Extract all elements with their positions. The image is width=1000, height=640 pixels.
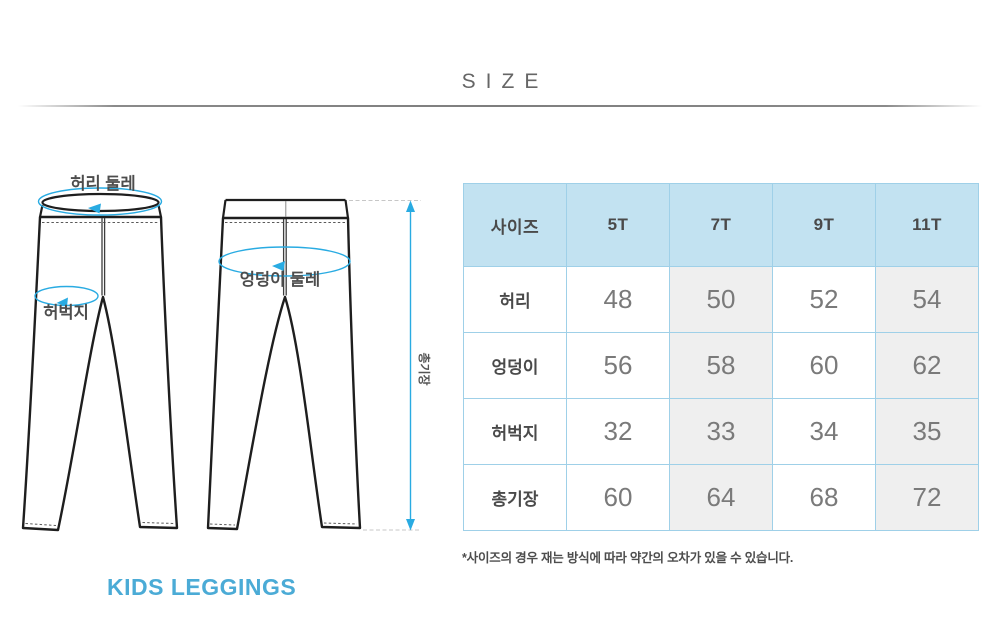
cell-value: 48 [566,266,670,333]
cell-value: 58 [669,332,773,399]
waist-label: 허리 둘레 [70,174,135,193]
cell-value: 62 [875,332,979,399]
cell-value: 33 [669,398,773,465]
header-cell-7t: 7T [669,183,773,267]
hip-measure-ellipse [218,246,351,277]
back-waistband [221,198,350,219]
table-row-waist: 허리 48 50 52 54 [463,266,979,333]
hip-label: 엉덩이 둘레 [240,270,320,289]
table-row-thigh: 허벅지 32 33 34 35 [463,398,979,465]
cell-value: 52 [772,266,876,333]
row-label: 허리 [463,266,567,333]
back-left-hem-stitch [209,523,236,526]
length-dimension: 총기장 [349,200,432,531]
row-label: 엉덩이 [463,332,567,399]
row-label: 총기장 [463,464,567,531]
leggings-diagram: 허리 둘레 허벅지 엉덩이 둘레 총기장 [21,174,432,532]
size-footnote: *사이즈의 경우 재는 방식에 따라 약간의 오차가 있을 수 있습니다. [462,551,794,565]
front-right-hem-stitch [142,522,175,524]
cell-value: 68 [772,464,876,531]
front-waist-opening [41,192,160,213]
cell-value: 50 [669,266,773,333]
product-caption: KIDS LEGGINGS [107,574,297,600]
waist-measure-arrow-icon [88,203,101,214]
cell-value: 64 [669,464,773,531]
length-arrow-top-icon [406,200,415,212]
cell-value: 54 [875,266,979,333]
row-label: 허벅지 [463,398,567,465]
title-divider [18,105,982,107]
header-cell-11t: 11T [875,183,979,267]
hip-measure-arrow-icon [272,261,285,271]
header-cell-5t: 5T [566,183,670,267]
cell-value: 56 [566,332,670,399]
front-body-outline [21,215,179,532]
thigh-measure-arrow-icon [56,297,68,307]
cell-value: 72 [875,464,979,531]
header-cell-size: 사이즈 [463,183,567,267]
table-row-hip: 엉덩이 56 58 60 62 [463,332,979,399]
thigh-label: 허벅지 [43,303,89,322]
table-row-length: 총기장 60 64 68 72 [463,464,979,531]
cell-value: 34 [772,398,876,465]
cell-value: 32 [566,398,670,465]
front-center-seam [101,218,106,296]
size-table: 사이즈 5T 7T 9T 11T 허리 48 50 52 54 엉덩이 56 5… [463,183,979,531]
back-body-outline [206,216,362,531]
leggings-back-view: 엉덩이 둘레 [206,198,362,531]
length-arrow-bottom-icon [406,519,415,531]
leggings-front-view: 허리 둘레 허벅지 [21,174,179,532]
length-label: 총기장 [417,352,432,385]
cell-value: 60 [566,464,670,531]
front-left-hem-stitch [25,523,57,526]
size-table-header-row: 사이즈 5T 7T 9T 11T [463,183,979,267]
waist-measure-ellipse [37,187,163,216]
back-right-hem-stitch [323,522,358,525]
header-cell-9t: 9T [772,183,876,267]
back-center-seam [282,219,287,296]
page-title: SIZE [461,70,549,93]
cell-value: 35 [875,398,979,465]
front-waistband-sides [38,204,163,218]
cell-value: 60 [772,332,876,399]
